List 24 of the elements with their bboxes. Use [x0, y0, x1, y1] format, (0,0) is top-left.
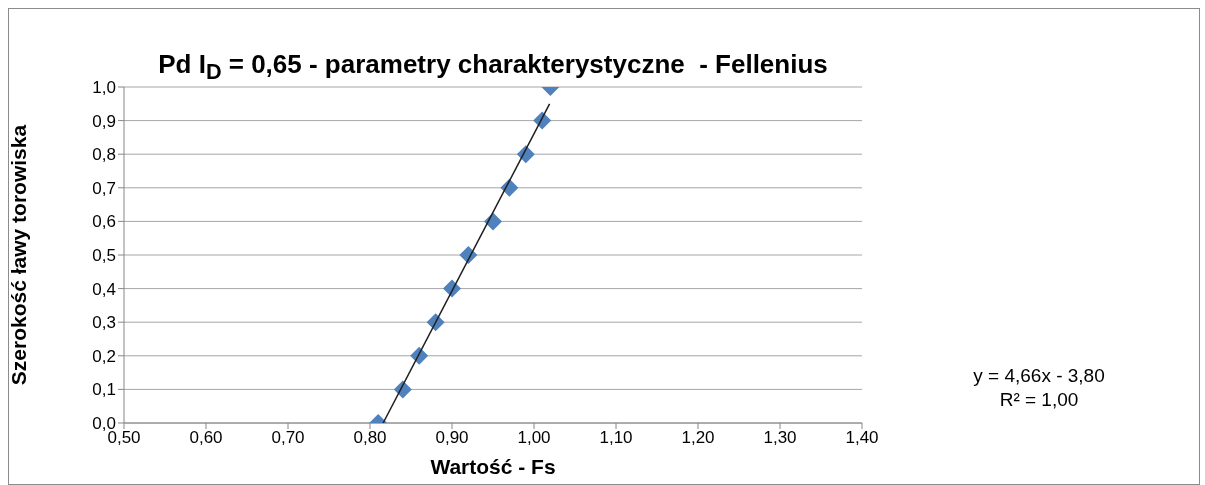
x-tick-label: 0,90: [435, 428, 469, 448]
x-tick-label: 0,60: [189, 428, 223, 448]
y-tick-label: 1,0: [92, 78, 116, 98]
y-tick-label: 0,8: [92, 145, 116, 165]
y-tick-label: 0,5: [92, 246, 116, 266]
y-tick-label: 0,1: [92, 380, 116, 400]
y-tick-label: 0,9: [92, 111, 116, 131]
text: R² = 1,00: [998, 388, 1080, 412]
y-tick-label: 0,2: [92, 346, 116, 366]
x-tick-label: 0,70: [271, 428, 305, 448]
y-tick-label: 0,6: [92, 212, 116, 232]
x-tick-label: 1,20: [681, 428, 715, 448]
chart-title: Pd I$_{D}$ = 0,65 - parametry charakterystyczne - Fellenius: [157, 49, 829, 86]
y-tick-label: 0,4: [92, 279, 116, 299]
text: y = 4,66x - 3,80: [972, 364, 1106, 388]
x-tick-label: 0,80: [353, 428, 387, 448]
x-tick-label: 1,30: [763, 428, 797, 448]
y-tick-label: 0,3: [92, 313, 116, 333]
y-axis-title: Szerokość ławy torowiska: [7, 124, 31, 386]
x-tick-label: 1,40: [845, 428, 879, 448]
x-tick-label: 1,00: [517, 428, 551, 448]
y-tick-label: 0,7: [92, 178, 116, 198]
x-tick-label: 1,10: [599, 428, 633, 448]
x-axis-title: Wartość - Fs: [429, 455, 557, 479]
